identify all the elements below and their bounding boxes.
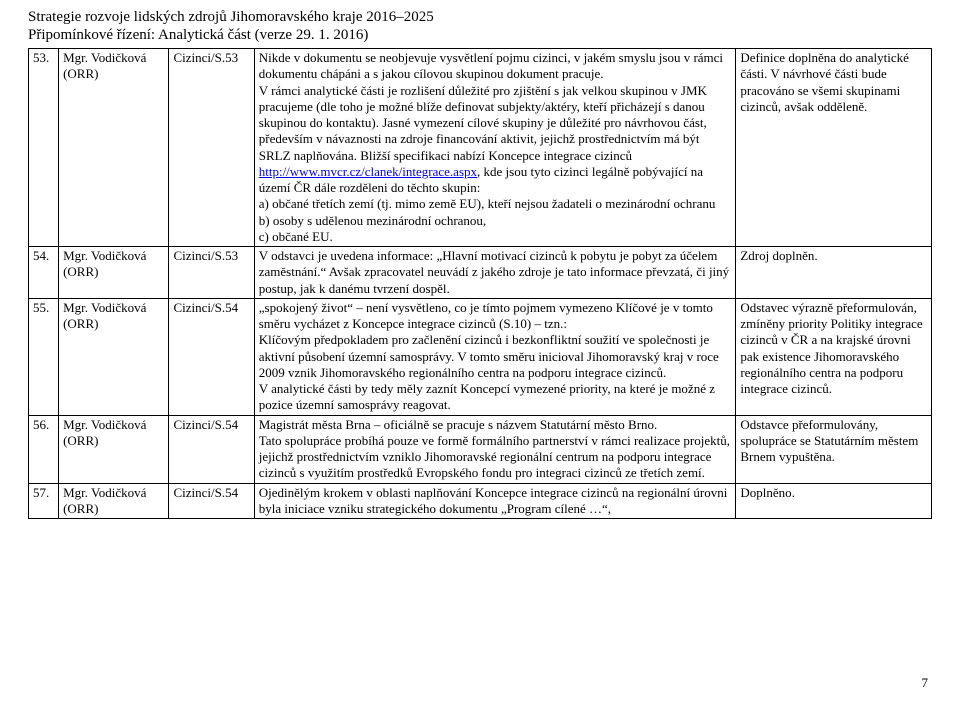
table-row: 55. Mgr. Vodičková (ORR) Cizinci/S.54 „s… [29, 298, 932, 415]
table-row: 54. Mgr. Vodičková (ORR) Cizinci/S.53 V … [29, 247, 932, 299]
table-row: 56. Mgr. Vodičková (ORR) Cizinci/S.54 Ma… [29, 415, 932, 483]
cell-section: Cizinci/S.54 [169, 298, 254, 415]
integration-link[interactable]: http://www.mvcr.cz/clanek/integrace.aspx [259, 164, 477, 179]
cell-number: 55. [29, 298, 59, 415]
cell-number: 53. [29, 49, 59, 247]
document-page: Strategie rozvoje lidských zdrojů Jihomo… [0, 0, 960, 527]
cell-author: Mgr. Vodičková (ORR) [59, 415, 169, 483]
table-row: 57. Mgr. Vodičková (ORR) Cizinci/S.54 Oj… [29, 483, 932, 519]
table-row: 53. Mgr. Vodičková (ORR) Cizinci/S.53 Ni… [29, 49, 932, 247]
cell-author: Mgr. Vodičková (ORR) [59, 247, 169, 299]
comment-pre: Nikde v dokumentu se neobjevuje vysvětle… [259, 50, 723, 163]
cell-response: Doplněno. [736, 483, 932, 519]
page-header: Strategie rozvoje lidských zdrojů Jihomo… [28, 8, 932, 44]
cell-author: Mgr. Vodičková (ORR) [59, 49, 169, 247]
cell-comment: Nikde v dokumentu se neobjevuje vysvětle… [254, 49, 736, 247]
page-number: 7 [922, 675, 929, 691]
cell-number: 57. [29, 483, 59, 519]
cell-response: Definice doplněna do analytické části. V… [736, 49, 932, 247]
comments-table: 53. Mgr. Vodičková (ORR) Cizinci/S.53 Ni… [28, 48, 932, 519]
cell-author: Mgr. Vodičková (ORR) [59, 483, 169, 519]
cell-number: 54. [29, 247, 59, 299]
cell-comment: Ojedinělým krokem v oblasti naplňování K… [254, 483, 736, 519]
cell-number: 56. [29, 415, 59, 483]
cell-author: Mgr. Vodičková (ORR) [59, 298, 169, 415]
cell-response: Zdroj doplněn. [736, 247, 932, 299]
header-line-2: Připomínkové řízení: Analytická část (ve… [28, 26, 932, 44]
header-line-1: Strategie rozvoje lidských zdrojů Jihomo… [28, 8, 932, 26]
cell-comment: V odstavci je uvedena informace: „Hlavní… [254, 247, 736, 299]
cell-section: Cizinci/S.54 [169, 483, 254, 519]
cell-response: Odstavce přeformulovány, spolupráce se S… [736, 415, 932, 483]
cell-section: Cizinci/S.53 [169, 247, 254, 299]
cell-comment: „spokojený život“ – není vysvětleno, co … [254, 298, 736, 415]
cell-section: Cizinci/S.53 [169, 49, 254, 247]
cell-section: Cizinci/S.54 [169, 415, 254, 483]
cell-response: Odstavec výrazně přeformulován, zmíněny … [736, 298, 932, 415]
cell-comment: Magistrát města Brna – oficiálně se prac… [254, 415, 736, 483]
